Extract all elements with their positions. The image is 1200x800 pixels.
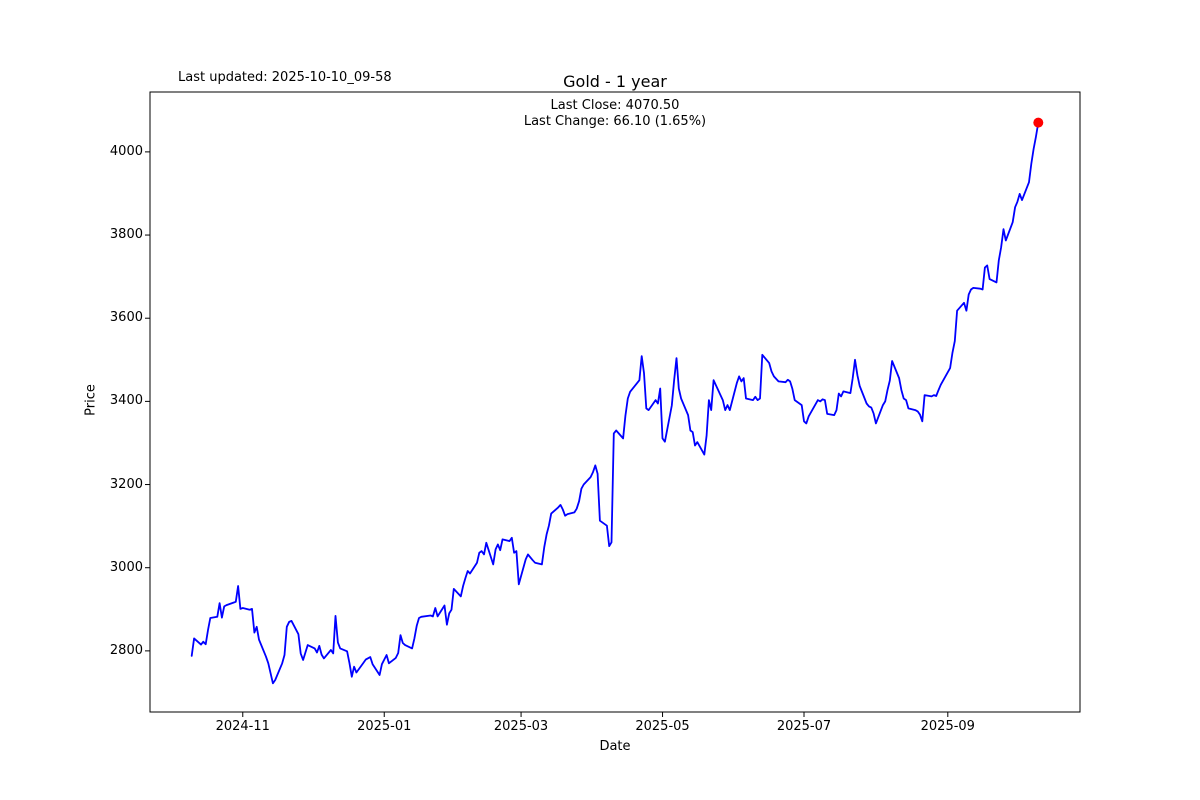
- y-tick-label: 3600: [109, 310, 143, 326]
- last-close-annotation: Last Close: 4070.50: [550, 98, 680, 113]
- y-tick-label: 4000: [109, 143, 143, 159]
- y-tick-label: 3000: [109, 559, 143, 575]
- chart-title: Gold - 1 year: [563, 72, 667, 91]
- price-line: [190, 121, 1040, 685]
- y-tick-label: 3200: [109, 476, 143, 492]
- y-tick-label: 3800: [109, 227, 143, 243]
- y-tick-label: 2800: [109, 642, 143, 658]
- last-updated-text: Last updated: 2025-10-10_09-58: [178, 70, 392, 85]
- axes-frame: [149, 91, 1081, 713]
- x-tick-label: 2025-03: [493, 719, 549, 734]
- x-tick-label: 2024-11: [215, 719, 270, 734]
- x-tick-label: 2025-05: [635, 719, 690, 734]
- x-axis-label: Date: [599, 739, 631, 754]
- x-tick-label: 2025-09: [920, 719, 975, 734]
- last-change-annotation: Last Change: 66.10 (1.65%): [523, 114, 707, 129]
- last-price-marker: [1033, 117, 1044, 128]
- y-tick-label: 3400: [109, 393, 143, 409]
- x-tick-label: 2025-01: [357, 719, 412, 734]
- x-tick-label: 2025-07: [776, 719, 832, 734]
